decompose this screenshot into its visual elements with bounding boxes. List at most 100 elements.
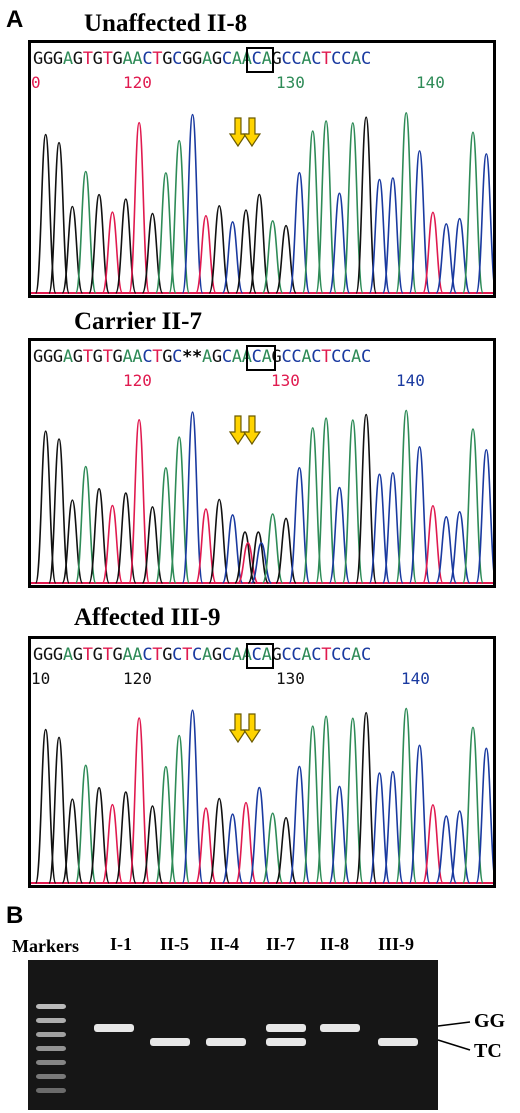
- ladder-band: [36, 1060, 66, 1065]
- base-letter: C: [341, 645, 351, 665]
- trace-peak: [475, 153, 493, 294]
- base-letter: T: [182, 645, 192, 665]
- tc-band: [206, 1038, 246, 1046]
- base-letter: G: [112, 645, 123, 665]
- trace-peak: [181, 411, 204, 584]
- base-letter: T: [152, 347, 163, 367]
- trace-peak: [301, 725, 324, 884]
- base-letter: G: [211, 347, 222, 367]
- gg-band: [94, 1024, 134, 1032]
- trace-peak: [422, 804, 444, 884]
- trace-peak: [88, 488, 110, 584]
- base-letter: A: [201, 645, 212, 665]
- gg-band: [320, 1024, 360, 1032]
- lane-label-II-7: II-7: [266, 934, 296, 954]
- trace-plot-affected: [31, 707, 493, 884]
- base-letter: G: [52, 49, 63, 69]
- gel-background: [28, 960, 438, 1110]
- trace-peak: [208, 797, 231, 884]
- base-letter: T: [82, 645, 93, 665]
- base-letter: A: [351, 49, 361, 69]
- base-letter: T: [321, 645, 332, 665]
- lane-label-II-8: II-8: [320, 934, 350, 954]
- trace-peak: [408, 446, 431, 584]
- base-letter: C: [360, 645, 371, 665]
- base-letter: *: [182, 347, 192, 367]
- tc-pointer-line: [437, 1039, 471, 1051]
- base-letter: G: [33, 645, 43, 665]
- panel-a-letter: A: [6, 6, 24, 33]
- trace-peak: [395, 409, 418, 584]
- base-letter: C: [172, 645, 183, 665]
- tc-band: [378, 1038, 418, 1046]
- lane-label-II-4: II-4: [210, 934, 240, 954]
- mutation-arrow: [228, 117, 248, 148]
- base-letter: C: [142, 49, 153, 69]
- base-letter: G: [162, 347, 173, 367]
- band-label-gg: GG: [474, 1010, 506, 1032]
- trace-peak: [261, 220, 284, 294]
- trace-title-affected: Affected III-9: [74, 604, 221, 631]
- base-letter: A: [261, 645, 272, 665]
- chromatogram-carrier: GGGAGTGTGAACTGC**AGCAACAGCCACTCCAC 120 1…: [28, 338, 496, 588]
- base-letter: T: [102, 347, 113, 367]
- base-letter: A: [261, 347, 272, 367]
- mutation-arrow: [242, 117, 262, 148]
- trace-peak: [247, 531, 270, 584]
- base-letter: A: [132, 49, 143, 69]
- base-letter: G: [182, 49, 192, 69]
- tick-label-120: 120: [123, 73, 152, 92]
- trace-peak: [462, 428, 484, 584]
- trace-peak: [74, 764, 97, 884]
- band-label-tc: TC: [474, 1040, 502, 1062]
- trace-peak: [288, 765, 311, 884]
- trace-peak: [48, 438, 70, 584]
- base-letter: C: [251, 347, 262, 367]
- trace-peak: [408, 150, 431, 294]
- base-letter: A: [201, 347, 212, 367]
- trace-peak: [475, 448, 493, 584]
- tick-label-140: 140: [396, 371, 425, 390]
- trace-peak: [395, 707, 418, 884]
- base-letter: C: [341, 49, 351, 69]
- tick-label-140: 140: [416, 73, 445, 92]
- base-letter: A: [231, 347, 242, 367]
- tick-label-0: 0: [31, 73, 41, 92]
- trace-peak: [181, 113, 204, 294]
- trace-peak: [181, 709, 204, 884]
- trace-peak: [368, 178, 391, 294]
- base-letter: A: [301, 49, 312, 69]
- base-letter: A: [62, 49, 73, 69]
- base-letter: G: [42, 645, 53, 665]
- trace-title-unaffected: Unaffected II-8: [84, 10, 248, 37]
- gg-band: [266, 1024, 306, 1032]
- base-letter: G: [211, 645, 222, 665]
- trace-peak: [288, 466, 311, 584]
- trace-peak: [221, 514, 244, 584]
- base-letter: T: [152, 49, 163, 69]
- base-letter: C: [331, 645, 342, 665]
- trace-peak: [248, 786, 271, 884]
- base-letter: C: [251, 49, 262, 69]
- base-letter: G: [42, 49, 53, 69]
- base-letter: G: [92, 49, 103, 69]
- base-letter: A: [122, 347, 133, 367]
- trace-peak: [355, 413, 377, 584]
- trace-title-carrier: Carrier II-7: [74, 308, 202, 335]
- base-letter: A: [122, 645, 133, 665]
- chromatogram-unaffected: GGGAGTGTGAACTGCGGAGCAACAGCCACTCCAC 0 120…: [28, 40, 496, 298]
- trace-plot-carrier: [31, 409, 493, 584]
- markers-label: Markers: [12, 936, 79, 956]
- mutation-arrow: [228, 713, 248, 744]
- base-letter: T: [102, 645, 113, 665]
- base-letter: C: [281, 49, 292, 69]
- base-letter: C: [142, 645, 153, 665]
- base-letter: *: [192, 347, 202, 367]
- trace-peak: [48, 141, 70, 294]
- trace-peak: [462, 131, 484, 294]
- base-letter: T: [152, 645, 163, 665]
- base-letter: G: [72, 347, 83, 367]
- base-letter: G: [42, 347, 53, 367]
- trace-peak: [88, 193, 110, 294]
- trace-peak: [248, 193, 271, 294]
